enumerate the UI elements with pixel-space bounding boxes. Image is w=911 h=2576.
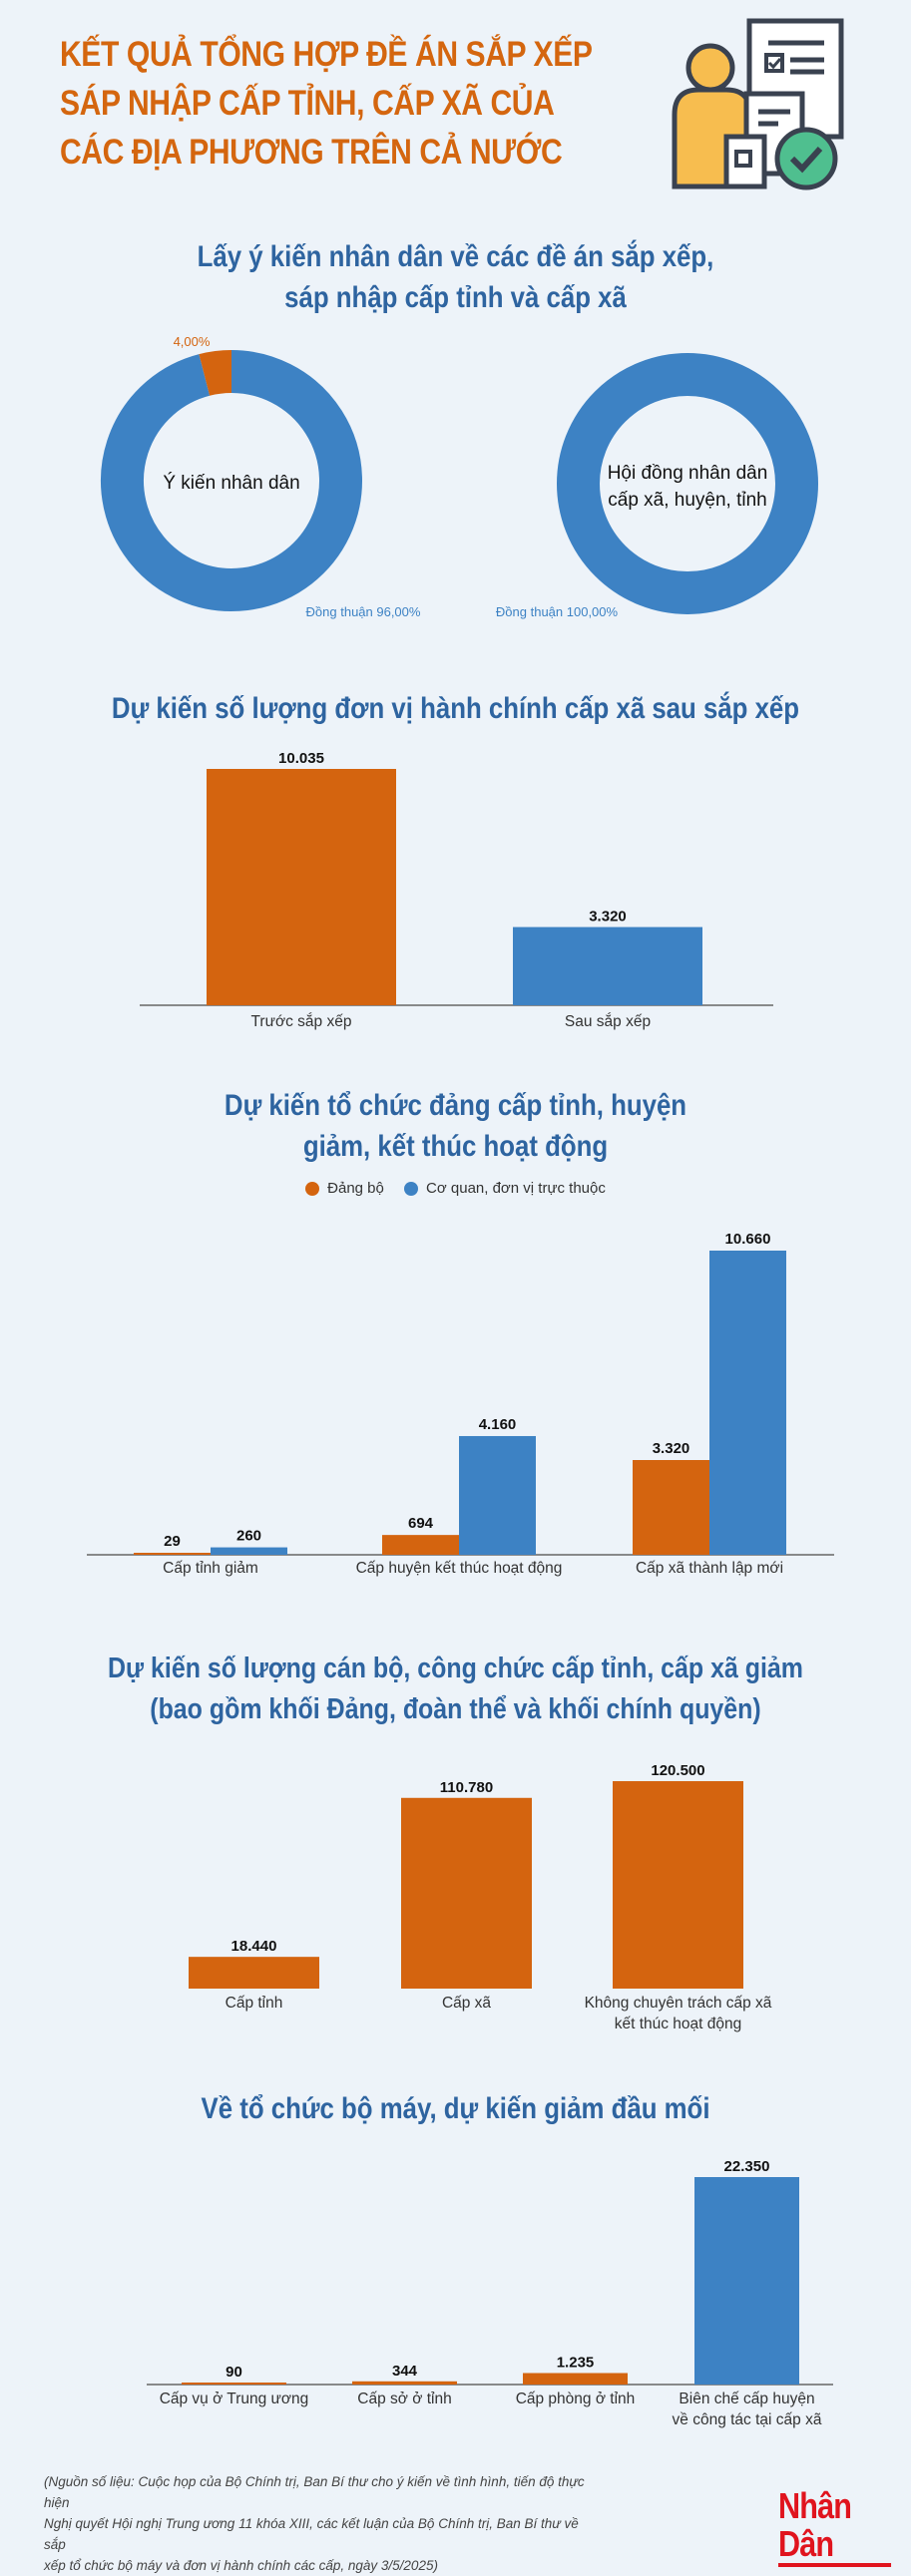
data-label: 120.500: [651, 1762, 704, 1779]
nhan-dan-logo: Nhân Dân: [778, 2487, 892, 2567]
section-title: Lấy ý kiến nhân dân về các đề án sắp xếp…: [0, 236, 911, 318]
bar: [523, 2373, 628, 2385]
slice-label: 4,00%: [174, 334, 211, 349]
data-label: 110.780: [440, 1779, 493, 1796]
data-label: 4.160: [479, 1416, 517, 1433]
section-title-line: giảm, kết thúc hoạt động: [302, 1130, 609, 1163]
section-title-line: Dự kiến số lượng cán bộ, công chức cấp t…: [108, 1653, 803, 1684]
bar: [401, 1797, 532, 1989]
section-title-line: (bao gồm khối Đảng, đoàn thể và khối chí…: [150, 1693, 761, 1725]
slice-label: Đồng thuận 96,00%: [306, 604, 421, 619]
data-label: 3.320: [589, 909, 627, 925]
donut-center-label: Ý kiến nhân dân: [163, 473, 299, 494]
category-label: Cấp tỉnh: [226, 1995, 283, 2012]
source-line: xếp tổ chức bộ máy và đơn vị hành chính …: [44, 2558, 438, 2573]
legend-item: Đảng bộ: [305, 1180, 384, 1197]
category-label: Cấp xã thành lập mới: [636, 1560, 783, 1577]
bar: [513, 926, 702, 1005]
category-label: Cấp phòng ở tỉnh: [516, 2391, 636, 2407]
legend: Đảng bộ Cơ quan, đơn vị trực thuộc: [0, 1180, 911, 1200]
data-label: 344: [392, 2363, 418, 2380]
bar: [182, 2383, 286, 2385]
category-label: Cấp tỉnh giảm: [163, 1560, 258, 1577]
bar: [134, 1553, 211, 1555]
data-label: 1.235: [557, 2355, 595, 2372]
category-label: về công tác tại cấp xã: [673, 2411, 822, 2428]
data-label: 10.660: [725, 1231, 771, 1248]
section-title-line: Dự kiến số lượng đơn vị hành chính cấp x…: [111, 692, 800, 725]
bar: [207, 769, 396, 1005]
source-note: (Nguồn số liệu: Cuộc họp của Bộ Chính tr…: [44, 2471, 603, 2576]
bar: [352, 2381, 457, 2385]
legend-label: Cơ quan, đơn vị trực thuộc: [426, 1180, 606, 1197]
category-label: Cấp sở ở tỉnh: [357, 2391, 451, 2407]
main-title-line: CÁC ĐỊA PHƯƠNG TRÊN CẢ NƯỚC: [60, 133, 563, 172]
legend-swatch: [404, 1181, 419, 1196]
data-label: 90: [226, 2364, 242, 2381]
category-label: kết thúc hoạt động: [615, 2016, 742, 2032]
section-title: Dự kiến số lượng cán bộ, công chức cấp t…: [0, 1649, 911, 1730]
category-label: Cấp huyện kết thúc hoạt động: [356, 1560, 563, 1577]
data-label: 3.320: [653, 1440, 690, 1457]
data-label: 10.035: [278, 750, 324, 767]
bar: [613, 1781, 743, 1989]
data-label: 260: [236, 1528, 261, 1545]
data-label: 29: [164, 1533, 181, 1550]
bar: [459, 1435, 536, 1555]
main-title: KẾT QUẢ TỔNG HỢP ĐỀ ÁN SẮP XẾP SÁP NHẬP …: [60, 30, 659, 177]
data-label: 22.350: [724, 2158, 770, 2175]
section-title-line: Lấy ý kiến nhân dân về các đề án sắp xếp…: [197, 240, 714, 273]
category-label: Cấp xã: [442, 1995, 491, 2012]
bar: [694, 2177, 799, 2385]
source-line: (Nguồn số liệu: Cuộc họp của Bộ Chính tr…: [44, 2474, 585, 2510]
section-title: Dự kiến số lượng đơn vị hành chính cấp x…: [0, 688, 911, 729]
slice-label: Đồng thuận 100,00%: [496, 604, 619, 619]
bar: [189, 1957, 319, 1989]
bar: [211, 1547, 287, 1555]
main-title-line: SÁP NHẬP CẤP TỈNH, CẤP XÃ CỦA: [60, 84, 555, 123]
donut-slice: [101, 350, 362, 611]
bar: [633, 1460, 709, 1555]
section-title: Dự kiến tổ chức đảng cấp tỉnh, huyện giả…: [0, 1085, 911, 1167]
bar: [382, 1535, 459, 1555]
bar: [709, 1251, 786, 1555]
donut-center-label: cấp xã, huyện, tỉnh: [608, 490, 767, 511]
category-label: Sau sắp xếp: [565, 1013, 651, 1030]
person-document-check-icon: [672, 18, 844, 190]
data-label: 694: [408, 1515, 434, 1532]
legend-swatch: [305, 1181, 320, 1196]
category-label: Biên chế cấp huyện: [679, 2391, 814, 2407]
source-line: Nghị quyết Hội nghị Trung ương 11 khóa X…: [44, 2516, 579, 2552]
data-label: 18.440: [231, 1938, 277, 1955]
section-title-line: sáp nhập cấp tỉnh và cấp xã: [284, 281, 627, 314]
legend-label: Đảng bộ: [327, 1180, 384, 1197]
section-title: Về tổ chức bộ máy, dự kiến giảm đầu mối: [0, 2088, 911, 2129]
legend-item: Cơ quan, đơn vị trực thuộc: [404, 1180, 606, 1197]
section-title-line: Dự kiến tổ chức đảng cấp tỉnh, huyện: [224, 1089, 687, 1122]
main-title-line: KẾT QUẢ TỔNG HỢP ĐỀ ÁN SẮP XẾP: [60, 35, 593, 74]
donut-slice: [557, 353, 818, 614]
donut-center-label: Hội đồng nhân dân: [608, 463, 768, 484]
section-title-line: Về tổ chức bộ máy, dự kiến giảm đầu mối: [201, 2092, 710, 2125]
category-label: Cấp vụ ở Trung ương: [160, 2391, 309, 2407]
category-label: Không chuyên trách cấp xã: [585, 1995, 772, 2012]
category-label: Trước sắp xếp: [251, 1013, 352, 1030]
donut-slice: [199, 350, 232, 396]
